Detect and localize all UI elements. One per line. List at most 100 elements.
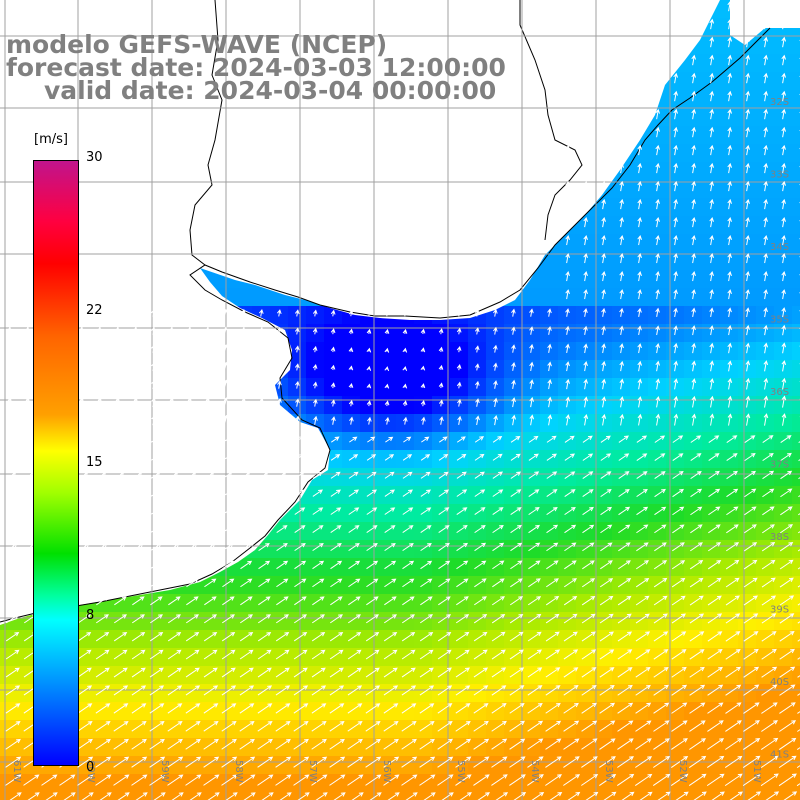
- wind-arrow: [725, 648, 741, 660]
- wind-arrow: [131, 756, 148, 768]
- wind-arrow: [600, 435, 611, 443]
- wind-arrow: [565, 234, 570, 246]
- wind-arrow: [763, 234, 768, 246]
- wind-cell: [414, 450, 433, 469]
- wind-cell: [720, 216, 739, 235]
- wind-arrow: [133, 379, 138, 390]
- wind-arrow: [581, 774, 599, 786]
- wind-arrow: [330, 399, 336, 407]
- wind-arrow: [185, 721, 201, 732]
- wind-arrow: [366, 347, 372, 353]
- wind-arrow: [221, 738, 237, 750]
- wind-cell: [720, 612, 739, 631]
- wind-arrow: [707, 738, 725, 750]
- wind-cell: [558, 270, 577, 289]
- wind-arrow: [529, 379, 534, 390]
- wind-cell: [774, 162, 793, 181]
- wind-cell: [684, 216, 703, 235]
- wind-cell: [774, 648, 793, 667]
- wind-cell: [396, 504, 415, 523]
- wind-arrow: [330, 542, 342, 552]
- wind-arrow: [655, 413, 661, 426]
- wind-cell: [702, 774, 721, 793]
- wind-cell: [720, 522, 739, 541]
- wind-arrow: [707, 684, 724, 696]
- wind-arrow: [778, 737, 797, 750]
- wind-cell: [288, 360, 307, 379]
- wind-arrow: [655, 395, 661, 408]
- wind-cell: [792, 180, 800, 199]
- wind-arrow: [239, 631, 254, 642]
- wind-arrow: [421, 436, 430, 443]
- wind-cell: [522, 540, 541, 559]
- wind-cell: [648, 612, 667, 631]
- wind-arrow: [258, 453, 269, 461]
- wind-arrow: [709, 342, 715, 354]
- wind-arrow: [311, 631, 326, 642]
- wind-arrow: [528, 471, 540, 479]
- wind-arrow: [169, 326, 174, 335]
- wind-cell: [648, 270, 667, 289]
- wind-cell: [360, 414, 379, 433]
- wind-arrow: [654, 453, 666, 461]
- wind-arrow: [437, 614, 452, 624]
- colorbar-tick-0: 0: [86, 760, 95, 775]
- wind-arrow: [763, 36, 769, 48]
- wind-cell: [666, 558, 685, 577]
- wind-arrow: [655, 108, 661, 120]
- wind-cell: [738, 270, 757, 289]
- wind-arrow: [311, 703, 327, 714]
- wind-cell: [198, 594, 217, 613]
- wind-cell: [18, 756, 37, 775]
- wind-arrow: [617, 578, 632, 588]
- wind-cell: [594, 432, 613, 451]
- wind-arrow: [114, 436, 125, 443]
- wind-arrow: [420, 309, 426, 317]
- wind-arrow: [654, 488, 666, 498]
- wind-arrow: [167, 703, 183, 714]
- wind-arrow: [169, 344, 174, 353]
- wind-cell: [576, 558, 595, 577]
- wind-arrow: [365, 756, 382, 768]
- wind-arrow: [510, 578, 523, 588]
- wind-arrow: [240, 560, 253, 570]
- wind-arrow: [671, 649, 687, 660]
- wind-cell: [720, 432, 739, 451]
- wind-arrow: [670, 773, 689, 786]
- wind-arrow: [187, 344, 192, 353]
- wind-arrow: [725, 666, 741, 678]
- wind-arrow: [634, 773, 653, 786]
- wind-cell: [594, 756, 613, 775]
- wind-cell: [450, 756, 469, 775]
- wind-cell: [270, 648, 289, 667]
- wind-arrow: [545, 649, 561, 660]
- wind-cell: [324, 702, 343, 721]
- wind-cell: [504, 486, 523, 505]
- wind-cell: [540, 648, 559, 667]
- wind-arrow: [583, 308, 588, 317]
- wind-cell: [666, 576, 685, 595]
- wind-cell: [270, 558, 289, 577]
- wind-cell: [486, 630, 505, 649]
- wind-cell: [108, 612, 127, 631]
- wind-arrow: [691, 162, 696, 174]
- wind-arrow: [780, 452, 792, 462]
- wind-arrow: [167, 667, 182, 678]
- wind-arrow: [509, 774, 526, 786]
- wind-cell: [612, 774, 631, 793]
- wind-cell: [738, 324, 757, 343]
- lon-label: 57W: [307, 760, 318, 783]
- wind-arrow: [567, 791, 581, 800]
- wind-cell: [324, 540, 343, 559]
- wind-arrow: [527, 613, 542, 624]
- wind-cell: [558, 540, 577, 559]
- wind-arrow: [583, 144, 588, 156]
- wind-arrow: [97, 326, 102, 335]
- wind-arrow: [493, 308, 498, 317]
- wind-arrow: [727, 307, 732, 318]
- wind-cell: [738, 432, 757, 451]
- wind-cell: [0, 684, 19, 703]
- wind-arrow: [565, 144, 570, 156]
- wind-arrow: [437, 703, 453, 714]
